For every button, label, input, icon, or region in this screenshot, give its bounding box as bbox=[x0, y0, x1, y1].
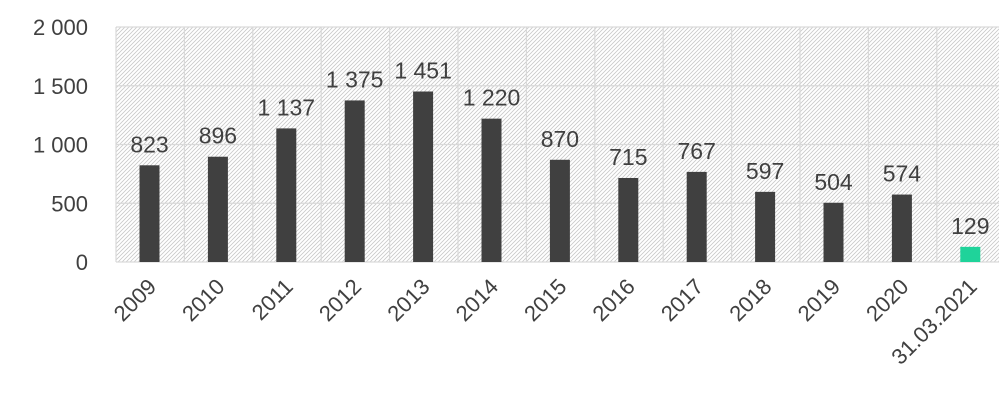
x-category-label: 2018 bbox=[724, 274, 776, 326]
data-label: 1 220 bbox=[463, 85, 521, 111]
y-tick-label: 500 bbox=[51, 191, 88, 216]
x-category-label: 2012 bbox=[314, 274, 366, 326]
x-category-label: 2013 bbox=[382, 274, 434, 326]
data-label: 896 bbox=[199, 123, 237, 149]
data-label: 504 bbox=[814, 169, 853, 195]
x-category-label: 2014 bbox=[451, 274, 503, 326]
y-axis-ticks: 0 500 1 000 1 500 2 000 bbox=[33, 15, 88, 275]
y-tick-label: 1 500 bbox=[33, 74, 88, 99]
bar bbox=[276, 128, 297, 262]
bars bbox=[139, 91, 981, 263]
x-category-label: 2011 bbox=[247, 274, 298, 325]
x-category-label: 2020 bbox=[861, 274, 913, 326]
bar bbox=[344, 100, 365, 262]
bar bbox=[139, 165, 160, 262]
data-label: 823 bbox=[130, 131, 168, 157]
bar bbox=[891, 194, 912, 262]
bar bbox=[823, 202, 844, 262]
data-label: 715 bbox=[609, 144, 647, 170]
data-label: 870 bbox=[541, 126, 579, 152]
data-label: 574 bbox=[883, 161, 922, 187]
data-label: 1 375 bbox=[326, 66, 384, 92]
bar bbox=[618, 177, 639, 262]
y-tick-label: 1 000 bbox=[33, 133, 88, 158]
bar bbox=[207, 156, 228, 262]
x-category-label: 2009 bbox=[109, 274, 161, 326]
data-label: 767 bbox=[678, 138, 716, 164]
x-category-label: 2019 bbox=[793, 274, 845, 326]
bar bbox=[549, 159, 570, 262]
x-category-label: 2010 bbox=[177, 274, 229, 326]
bar bbox=[960, 246, 981, 262]
bar bbox=[413, 91, 434, 262]
data-label: 597 bbox=[746, 158, 784, 184]
y-tick-label: 0 bbox=[76, 250, 88, 275]
y-tick-label: 2 000 bbox=[33, 15, 88, 40]
bar bbox=[481, 118, 502, 263]
bar bbox=[755, 191, 776, 262]
x-category-label: 2017 bbox=[656, 274, 708, 326]
data-label: 1 451 bbox=[394, 58, 452, 84]
data-labels: 823 896 1 137 1 375 1 451 1 220 870 715 767 597 50… bbox=[130, 58, 989, 239]
x-category-label: 2015 bbox=[519, 274, 571, 326]
bar bbox=[686, 171, 707, 262]
data-label: 1 137 bbox=[258, 94, 316, 120]
data-label: 129 bbox=[951, 213, 989, 239]
x-axis-categories: 2009 2010 2011 2012 2013 2014 2015 2016 2017 2018… bbox=[109, 274, 982, 370]
x-category-label: 2016 bbox=[588, 274, 640, 326]
